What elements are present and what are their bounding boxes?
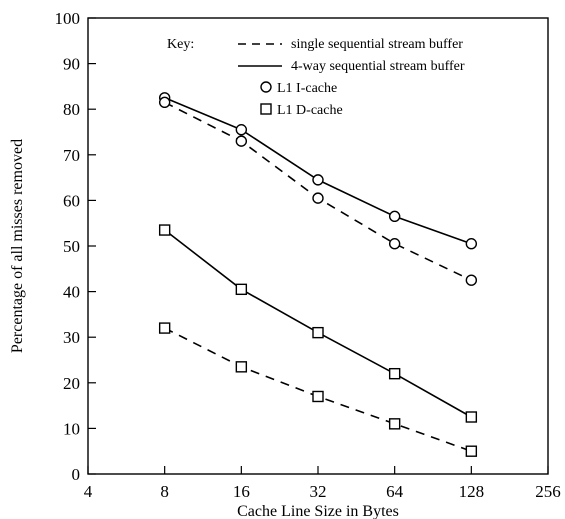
legend-square-label: L1 D-cache bbox=[277, 103, 343, 118]
legend-square-icon bbox=[260, 103, 272, 115]
data-point-l1-d-cache-single bbox=[312, 390, 324, 403]
y-tick-label: 30 bbox=[63, 328, 80, 347]
x-tick-label: 64 bbox=[386, 482, 404, 501]
x-tick-label: 8 bbox=[160, 482, 169, 501]
series-layer bbox=[158, 92, 478, 457]
data-point-l1-i-cache-single bbox=[388, 238, 401, 250]
legend: Key: single sequential stream buffer 4-w… bbox=[167, 37, 465, 118]
data-point-l1-i-cache-4-way bbox=[388, 210, 401, 223]
x-tick-label: 32 bbox=[310, 482, 327, 501]
y-tick-label: 40 bbox=[63, 283, 80, 302]
data-point-l1-d-cache-4-way bbox=[158, 224, 171, 236]
y-tick-label: 0 bbox=[72, 465, 81, 484]
legend-circle-icon bbox=[260, 81, 272, 93]
legend-title: Key: bbox=[167, 37, 194, 52]
series-line-l1-d-cache-single bbox=[164, 327, 472, 452]
series-line-l1-i-cache-single bbox=[164, 101, 472, 281]
y-tick-label: 70 bbox=[63, 146, 80, 165]
data-point-l1-d-cache-single bbox=[235, 361, 248, 373]
series-line-l1-i-cache-4-way bbox=[164, 97, 472, 245]
data-point-l1-d-cache-4-way bbox=[465, 411, 478, 423]
y-tick-label: 60 bbox=[63, 191, 80, 210]
legend-circle-label: L1 I-cache bbox=[277, 81, 337, 96]
y-tick-label: 100 bbox=[55, 9, 81, 28]
y-axis-label: Percentage of all misses removed bbox=[9, 139, 26, 353]
x-axis-label: Cache Line Size in Bytes bbox=[237, 503, 399, 519]
y-tick-label: 10 bbox=[63, 419, 80, 438]
data-point-l1-i-cache-4-way bbox=[312, 174, 324, 186]
x-tick-label: 256 bbox=[535, 482, 561, 501]
data-point-l1-i-cache-single bbox=[465, 274, 478, 286]
data-point-l1-d-cache-4-way bbox=[388, 367, 401, 380]
data-point-l1-i-cache-single bbox=[312, 192, 324, 204]
x-tick-label: 16 bbox=[233, 482, 250, 501]
data-point-l1-d-cache-single bbox=[158, 322, 171, 334]
legend-solid-label: 4-way sequential stream buffer bbox=[291, 59, 465, 74]
y-tick-label: 50 bbox=[63, 237, 80, 256]
data-point-l1-i-cache-4-way bbox=[235, 124, 248, 136]
y-axis: 0 10 20 30 40 50 60 70 80 90 100 bbox=[55, 9, 96, 484]
data-point-l1-i-cache-4-way bbox=[465, 238, 478, 250]
legend-dashed-label: single sequential stream buffer bbox=[291, 37, 463, 52]
data-point-l1-i-cache-single bbox=[158, 96, 171, 109]
x-axis: 4 8 16 32 64 128 256 bbox=[84, 466, 561, 501]
data-point-l1-d-cache-single bbox=[388, 418, 401, 430]
x-tick-label: 4 bbox=[84, 482, 93, 501]
x-tick-label: 128 bbox=[459, 482, 485, 501]
y-tick-label: 80 bbox=[63, 100, 80, 119]
y-tick-label: 90 bbox=[63, 55, 80, 74]
y-tick-label: 20 bbox=[63, 374, 80, 393]
data-point-l1-i-cache-single bbox=[235, 135, 248, 147]
data-point-l1-d-cache-4-way bbox=[235, 283, 248, 296]
data-point-l1-d-cache-4-way bbox=[312, 326, 324, 339]
data-point-l1-d-cache-single bbox=[465, 445, 478, 457]
